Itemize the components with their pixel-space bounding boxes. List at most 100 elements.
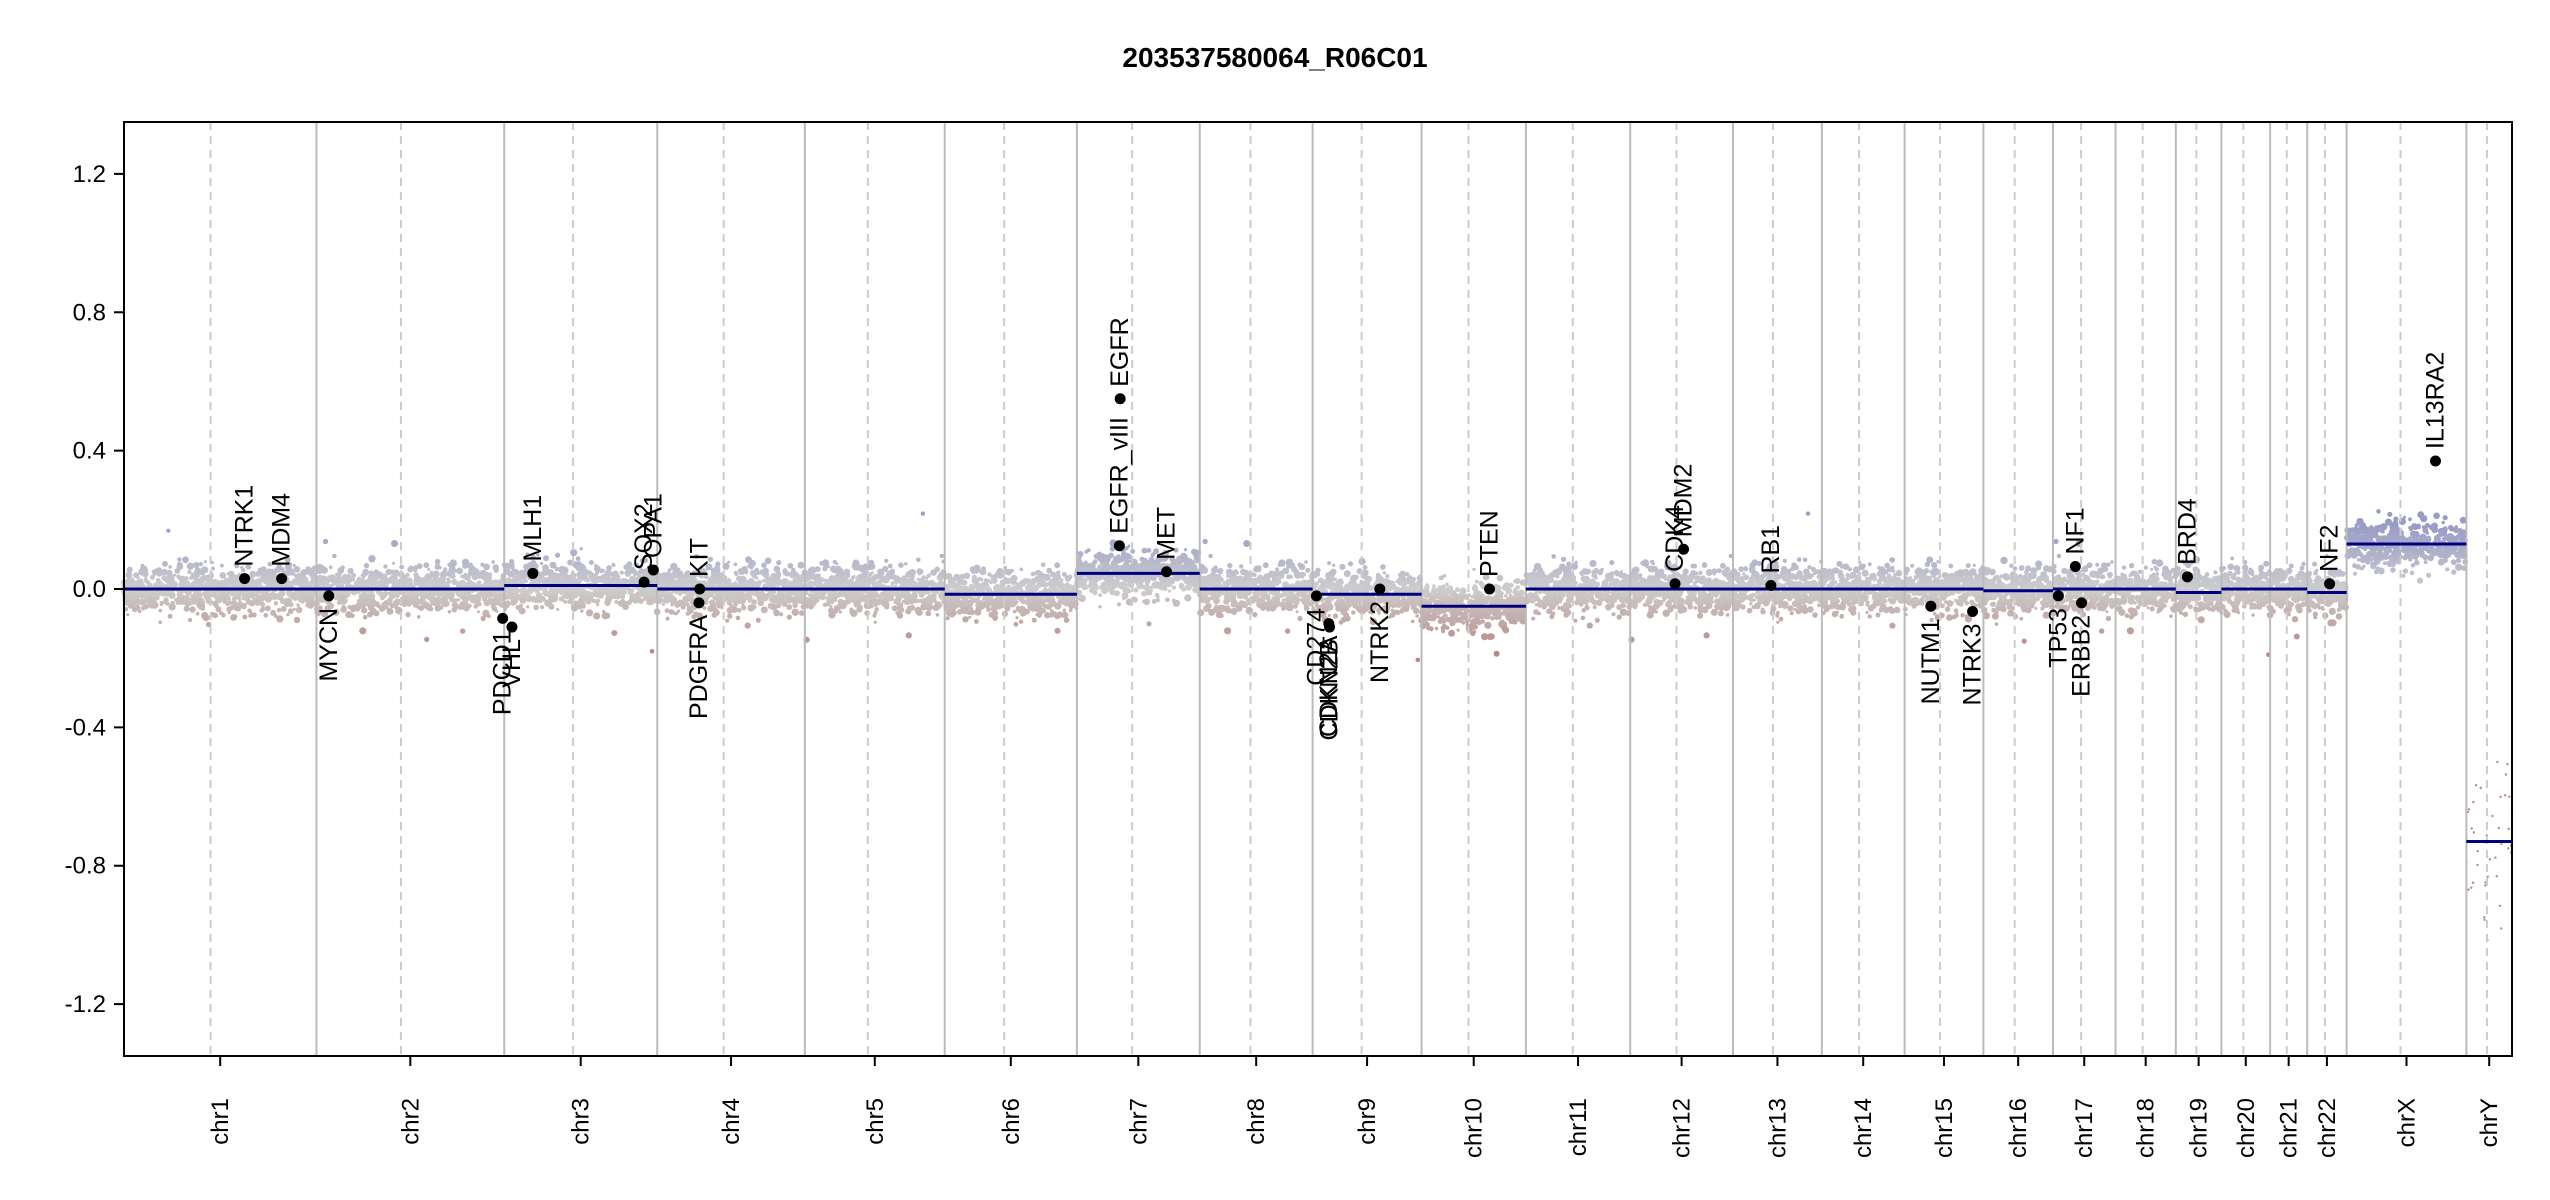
probe-point [510, 601, 516, 606]
probe-point [1153, 581, 1160, 587]
probe-point [984, 604, 988, 608]
probe-point [585, 578, 590, 583]
probe-point [213, 603, 219, 609]
probe-point [303, 571, 307, 576]
probe-point [381, 602, 386, 607]
probe-point [591, 598, 597, 603]
probe-point [633, 573, 637, 577]
probe-point [1281, 598, 1286, 602]
probe-point [539, 561, 544, 566]
probe-point [917, 582, 922, 587]
probe-point [254, 599, 261, 606]
probe-point [508, 592, 516, 600]
probe-point [1006, 601, 1013, 608]
probe-point [1230, 577, 1238, 584]
probe-point [136, 576, 140, 580]
probe-point [1191, 563, 1198, 571]
probe-point [611, 630, 618, 636]
probe-point [909, 574, 915, 580]
probe-point [921, 575, 926, 580]
probe-point [423, 562, 430, 569]
probe-point [1237, 579, 1242, 583]
probe-point [544, 568, 551, 575]
probe-point [1410, 619, 1415, 624]
probe-point [845, 591, 849, 595]
probe-point [392, 600, 399, 607]
probe-point [375, 576, 380, 581]
probe-point [842, 604, 846, 609]
probe-point [957, 608, 963, 615]
probe-point [418, 605, 425, 611]
probe-point [391, 540, 398, 547]
probe-point [1273, 600, 1281, 608]
probe-point [335, 592, 340, 597]
probe-point [219, 572, 227, 579]
probe-point [972, 578, 979, 585]
probe-point [1224, 594, 1230, 600]
probe-point [280, 606, 287, 612]
probe-point [622, 603, 629, 611]
probe-point [390, 569, 395, 574]
probe-point [929, 605, 934, 609]
probe-point [273, 614, 278, 618]
probe-point [662, 576, 668, 583]
probe-point [1235, 601, 1239, 605]
probe-point [639, 590, 647, 597]
probe-point [571, 605, 578, 612]
probe-point [887, 563, 893, 569]
probe-point [575, 565, 581, 571]
probe-point [1227, 562, 1233, 569]
probe-point [167, 613, 173, 619]
probe-point [168, 565, 172, 569]
probe-point [785, 596, 793, 604]
probe-point [433, 575, 438, 580]
probe-point [853, 592, 860, 600]
probe-point [1050, 583, 1054, 587]
probe-point [197, 577, 205, 584]
probe-point [223, 597, 227, 601]
probe-point [613, 570, 618, 575]
probe-point [1032, 588, 1037, 594]
probe-series-chr5 [801, 511, 948, 643]
probe-point [725, 618, 730, 623]
probe-point [1068, 596, 1075, 603]
probe-point [392, 561, 396, 565]
probe-point [399, 564, 405, 570]
probe-point [256, 590, 261, 594]
probe-point [673, 611, 677, 616]
probe-point [873, 620, 877, 624]
probe-point [188, 618, 192, 622]
probe-point [1243, 540, 1251, 547]
probe-point [480, 615, 486, 622]
probe-point [1150, 564, 1154, 568]
probe-point [229, 589, 234, 594]
probe-point [279, 567, 285, 572]
probe-point [1029, 597, 1036, 604]
probe-point [849, 607, 854, 612]
probe-point [249, 570, 257, 578]
probe-point [872, 613, 877, 618]
probe-point [413, 568, 418, 573]
probe-point [1262, 562, 1269, 569]
probe-point [833, 598, 838, 602]
probe-point [964, 573, 970, 579]
probe-point [683, 599, 688, 603]
probe-point [441, 600, 449, 608]
probe-point [1084, 550, 1088, 554]
probe-point [668, 609, 675, 615]
probe-point [623, 564, 629, 570]
probe-point [287, 608, 294, 615]
probe-point [1160, 587, 1164, 591]
probe-point [1281, 569, 1286, 573]
probe-point [438, 605, 444, 610]
probe-point [354, 605, 361, 612]
probe-point [665, 616, 670, 621]
probe-point [303, 578, 309, 584]
probe-point [296, 603, 300, 607]
probe-point [614, 600, 619, 604]
probe-point [289, 580, 293, 584]
probe-point [474, 593, 481, 601]
probe-point [300, 595, 308, 603]
probe-point [954, 582, 958, 587]
probe-point [1143, 562, 1149, 568]
